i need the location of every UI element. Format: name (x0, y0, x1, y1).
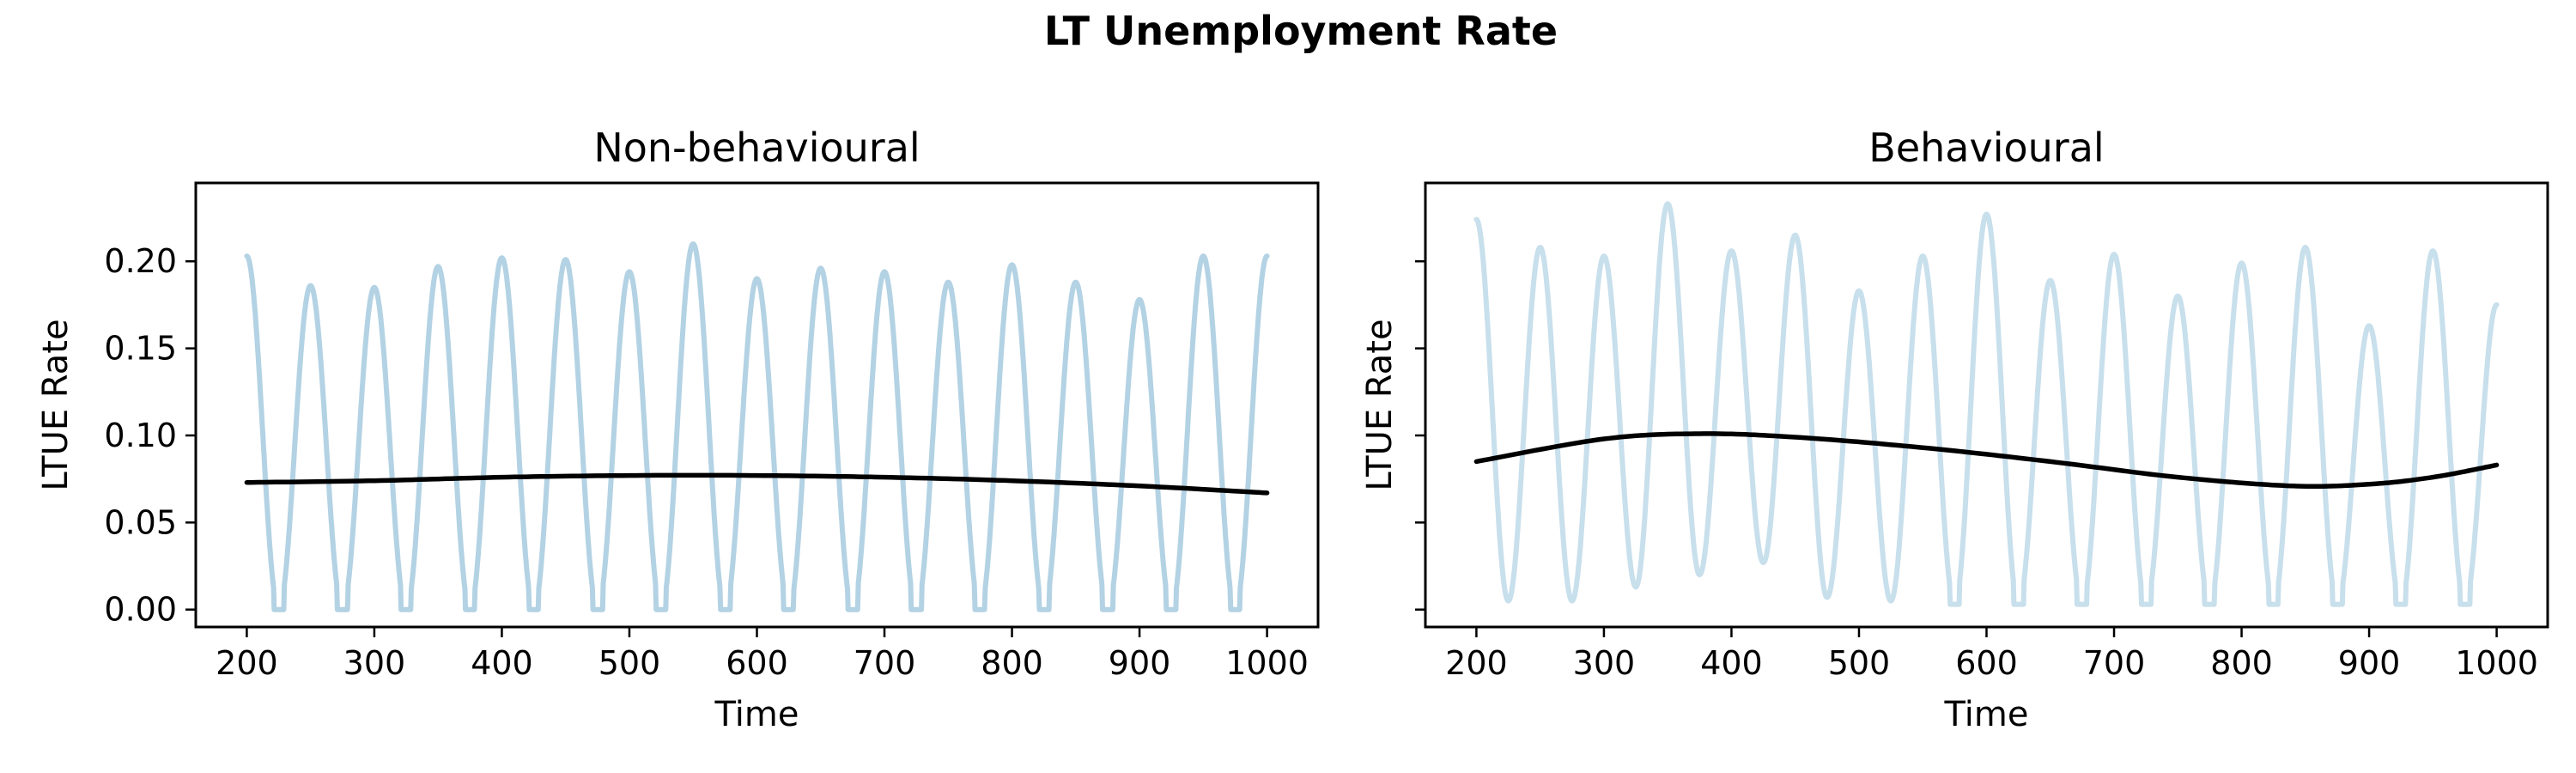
x-tick-label: 800 (2210, 644, 2273, 682)
figure-title: LT Unemployment Rate (1044, 8, 1558, 54)
x-tick-label: 1000 (1225, 644, 1309, 682)
x-tick-label: 200 (216, 644, 278, 682)
x-tick-label: 300 (343, 644, 406, 682)
x-tick-label: 700 (2083, 644, 2146, 682)
panel-title: Non-behavioural (593, 125, 920, 171)
y-tick-label: 0.15 (104, 330, 177, 368)
chart-panel-non-behavioural: 200 300 400 500 600 700 800 900 1000 0.00 0.05 0.10… (36, 125, 1320, 734)
x-tick-label: 500 (598, 644, 661, 682)
x-tick-label: 800 (981, 644, 1043, 682)
x-tick-label: 300 (1573, 644, 1636, 682)
trend-series-line (1473, 431, 2500, 490)
x-tick-label: 400 (1700, 644, 1763, 682)
x-tick-label: 200 (1445, 644, 1508, 682)
y-tick-label: 0.05 (104, 503, 177, 541)
y-tick-label: 0.20 (104, 242, 177, 280)
chart-panel-behavioural: 200 300 400 500 600 700 800 900 1000 Behavioural T… (1360, 125, 2549, 734)
x-tick-label: 400 (471, 644, 533, 682)
x-tick-label: 900 (2338, 644, 2401, 682)
x-tick-label: 500 (1828, 644, 1891, 682)
x-axis-label: Time (714, 695, 799, 734)
x-axis-label: Time (1944, 695, 2029, 734)
y-tick-label: 0.00 (104, 591, 177, 629)
y-axis-label: LTUE Rate (1360, 319, 1400, 490)
raw-series-line (244, 241, 1270, 612)
x-tick-label: 1000 (2455, 644, 2538, 682)
x-tick-label: 600 (1955, 644, 2018, 682)
raw-series-line (1473, 201, 2500, 607)
trend-series-line (244, 472, 1270, 496)
x-tick-label: 600 (726, 644, 788, 682)
x-tick-label: 700 (854, 644, 916, 682)
x-tick-label: 900 (1109, 644, 1171, 682)
y-axis-label: LTUE Rate (36, 319, 76, 490)
panel-title: Behavioural (1868, 125, 2104, 171)
y-tick-label: 0.10 (104, 417, 177, 454)
